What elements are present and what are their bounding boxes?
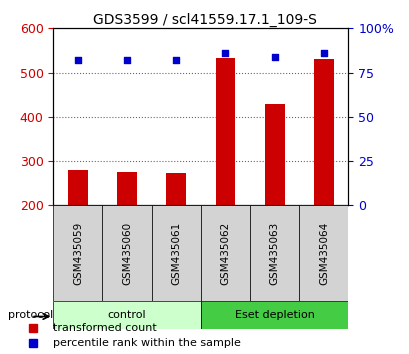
Point bbox=[222, 50, 228, 56]
FancyBboxPatch shape bbox=[299, 205, 348, 301]
Text: GSM435061: GSM435061 bbox=[171, 222, 181, 285]
Text: GSM435062: GSM435062 bbox=[220, 222, 230, 285]
Bar bbox=[313, 59, 333, 205]
Bar bbox=[68, 170, 88, 205]
Bar bbox=[166, 173, 186, 205]
FancyBboxPatch shape bbox=[249, 205, 299, 301]
Bar bbox=[215, 58, 235, 205]
Text: protocol: protocol bbox=[8, 310, 53, 320]
FancyBboxPatch shape bbox=[200, 301, 348, 329]
Point bbox=[74, 57, 81, 63]
Text: control: control bbox=[108, 310, 146, 320]
Bar bbox=[117, 172, 137, 205]
Text: GDS3599 / scl41559.17.1_109-S: GDS3599 / scl41559.17.1_109-S bbox=[93, 12, 316, 27]
Text: GSM435063: GSM435063 bbox=[269, 222, 279, 285]
FancyBboxPatch shape bbox=[102, 205, 151, 301]
FancyBboxPatch shape bbox=[200, 205, 249, 301]
Text: transformed count: transformed count bbox=[53, 322, 157, 332]
Text: GSM435059: GSM435059 bbox=[73, 222, 83, 285]
Point bbox=[173, 57, 179, 63]
FancyBboxPatch shape bbox=[53, 205, 102, 301]
Text: GSM435060: GSM435060 bbox=[122, 222, 132, 285]
Point bbox=[271, 54, 277, 59]
Bar bbox=[264, 104, 284, 205]
Text: Eset depletion: Eset depletion bbox=[234, 310, 314, 320]
Text: GSM435064: GSM435064 bbox=[318, 222, 328, 285]
Point bbox=[320, 50, 326, 56]
FancyBboxPatch shape bbox=[151, 205, 200, 301]
Text: percentile rank within the sample: percentile rank within the sample bbox=[53, 338, 240, 348]
FancyBboxPatch shape bbox=[53, 301, 200, 329]
Point bbox=[124, 57, 130, 63]
